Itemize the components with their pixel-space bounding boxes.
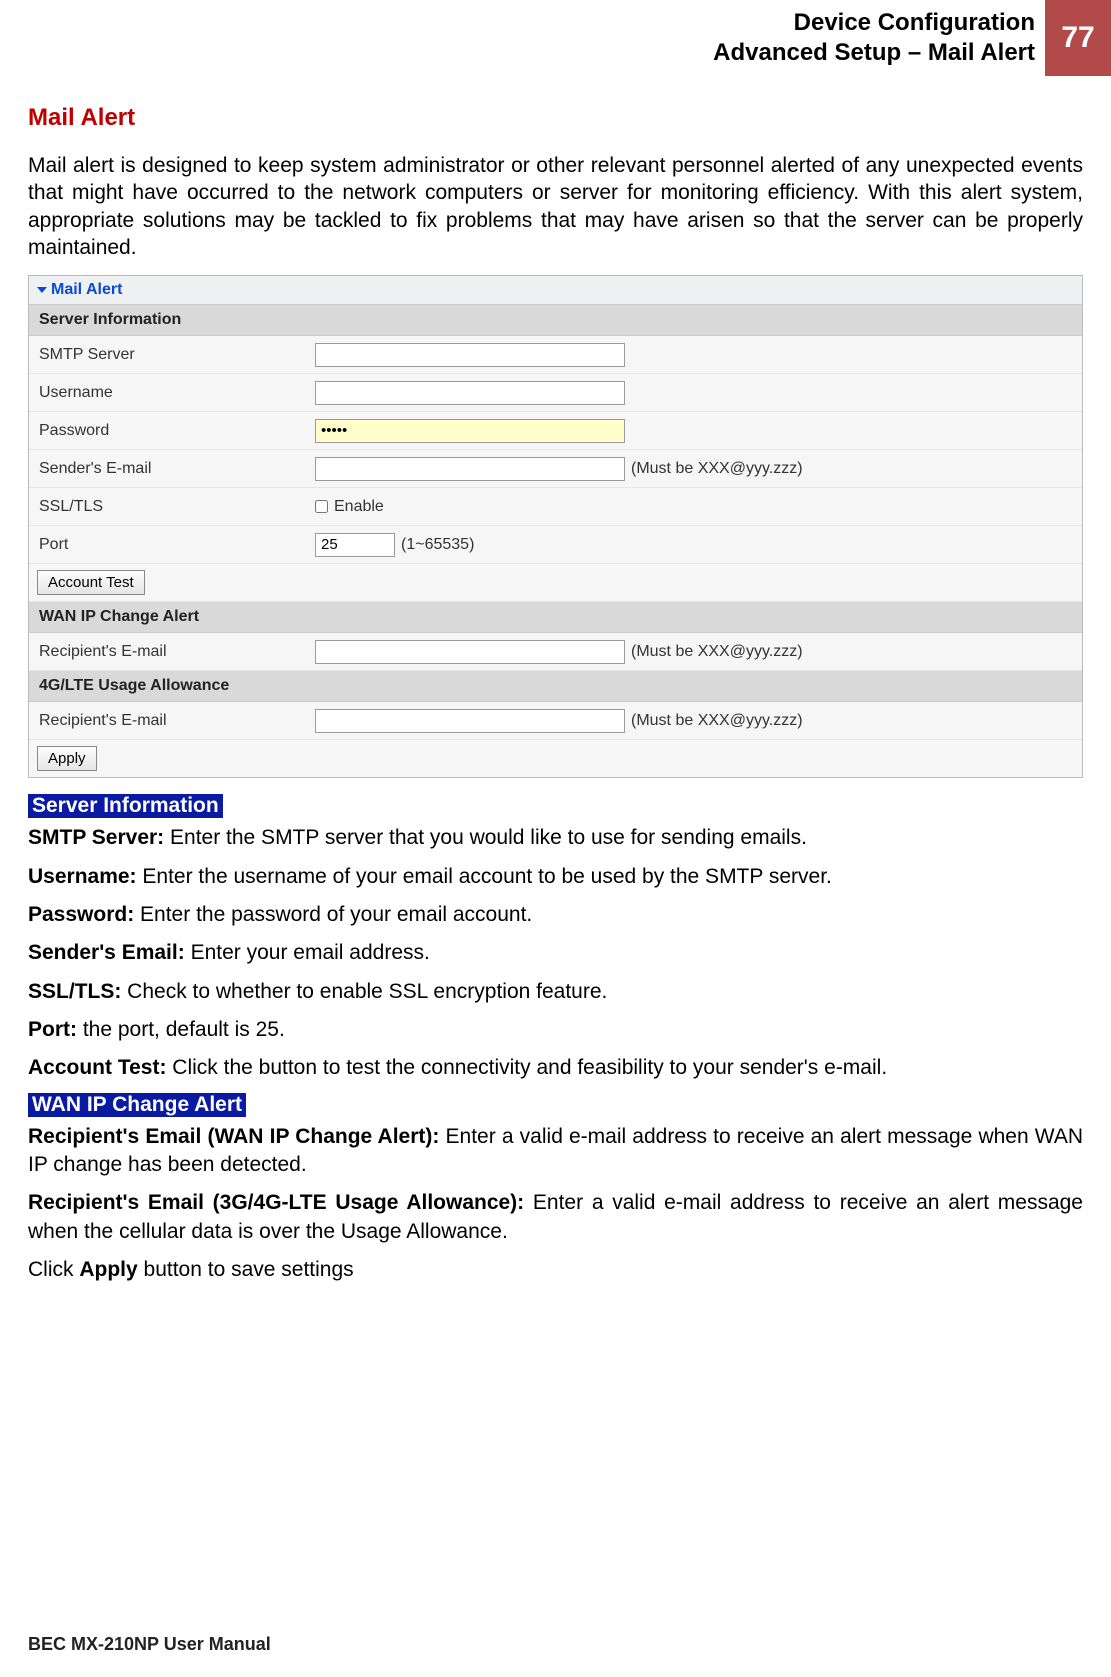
desc-user: Username: Enter the username of your ema… — [28, 863, 1083, 891]
desc-head-wan: WAN IP Change Alert — [28, 1093, 246, 1117]
desc-at-t: Click the button to test the connectivit… — [166, 1056, 887, 1079]
desc-apply-b: Apply — [79, 1258, 137, 1281]
desc-user-b: Username: — [28, 865, 137, 888]
input-password[interactable] — [315, 419, 625, 443]
hint-recip-wan: (Must be XXX@yyy.zzz) — [631, 643, 803, 661]
desc-ssl: SSL/TLS: Check to whether to enable SSL … — [28, 978, 1083, 1006]
row-port: Port (1~65535) — [29, 526, 1082, 564]
label-recip-wan: Recipient's E-mail — [29, 637, 309, 667]
desc-user-t: Enter the username of your email account… — [137, 865, 832, 888]
desc-ssl-b: SSL/TLS: — [28, 980, 121, 1003]
label-ssl-enable: Enable — [334, 498, 384, 516]
label-port: Port — [29, 530, 309, 560]
desc-smtp: SMTP Server: Enter the SMTP server that … — [28, 824, 1083, 852]
hint-recip-usage: (Must be XXX@yyy.zzz) — [631, 712, 803, 730]
desc-apply: Click Apply button to save settings — [28, 1256, 1083, 1284]
input-port[interactable] — [315, 533, 395, 557]
row-smtp: SMTP Server — [29, 336, 1082, 374]
desc-at-b: Account Test: — [28, 1056, 166, 1079]
label-sender: Sender's E-mail — [29, 454, 309, 484]
desc-rw-b: Recipient's Email (WAN IP Change Alert): — [28, 1125, 439, 1148]
desc-sender-b: Sender's Email: — [28, 941, 185, 964]
label-ssl: SSL/TLS — [29, 492, 309, 522]
header-line2: Advanced Setup – Mail Alert — [713, 38, 1035, 68]
desc-recip-usage: Recipient's Email (3G/4G-LTE Usage Allow… — [28, 1189, 1083, 1246]
desc-ssl-t: Check to whether to enable SSL encryptio… — [121, 980, 607, 1003]
desc-recip-wan: Recipient's Email (WAN IP Change Alert):… — [28, 1123, 1083, 1180]
footer-text: BEC MX-210NP User Manual — [28, 1634, 271, 1655]
panel-title-text: Mail Alert — [51, 281, 122, 299]
collapse-icon — [37, 287, 47, 293]
group-usage: 4G/LTE Usage Allowance — [29, 671, 1082, 702]
label-password: Password — [29, 416, 309, 446]
row-apply: Apply — [29, 740, 1082, 777]
mail-alert-panel: Mail Alert Server Information SMTP Serve… — [28, 275, 1083, 778]
row-username: Username — [29, 374, 1082, 412]
desc-apply-a: Click — [28, 1258, 79, 1281]
desc-apply-c: button to save settings — [138, 1258, 354, 1281]
row-sender: Sender's E-mail (Must be XXX@yyy.zzz) — [29, 450, 1082, 488]
header-line1: Device Configuration — [713, 8, 1035, 38]
desc-sender: Sender's Email: Enter your email address… — [28, 939, 1083, 967]
apply-button[interactable]: Apply — [37, 746, 97, 771]
label-recip-usage: Recipient's E-mail — [29, 706, 309, 736]
desc-smtp-t: Enter the SMTP server that you would lik… — [164, 826, 807, 849]
input-recip-wan[interactable] — [315, 640, 625, 664]
group-wan-ip: WAN IP Change Alert — [29, 602, 1082, 633]
desc-pass: Password: Enter the password of your ema… — [28, 901, 1083, 929]
page-number-badge: 77 — [1045, 0, 1111, 76]
intro-paragraph: Mail alert is designed to keep system ad… — [28, 152, 1083, 261]
page-header: Device Configuration Advanced Setup – Ma… — [0, 0, 1111, 76]
row-ssl: SSL/TLS Enable — [29, 488, 1082, 526]
row-recip-usage: Recipient's E-mail (Must be XXX@yyy.zzz) — [29, 702, 1082, 740]
desc-account-test: Account Test: Click the button to test t… — [28, 1054, 1083, 1082]
desc-port: Port: the port, default is 25. — [28, 1016, 1083, 1044]
desc-ru-b: Recipient's Email (3G/4G-LTE Usage Allow… — [28, 1191, 524, 1214]
desc-head-server: Server Information — [28, 794, 223, 818]
desc-sender-t: Enter your email address. — [185, 941, 430, 964]
row-password: Password — [29, 412, 1082, 450]
input-username[interactable] — [315, 381, 625, 405]
desc-port-t: the port, default is 25. — [77, 1018, 285, 1041]
header-titles: Device Configuration Advanced Setup – Ma… — [713, 0, 1045, 76]
label-smtp: SMTP Server — [29, 340, 309, 370]
desc-pass-t: Enter the password of your email account… — [134, 903, 532, 926]
hint-port: (1~65535) — [401, 536, 474, 554]
input-sender[interactable] — [315, 457, 625, 481]
desc-pass-b: Password: — [28, 903, 134, 926]
row-account-test: Account Test — [29, 564, 1082, 602]
panel-title-bar[interactable]: Mail Alert — [29, 276, 1082, 305]
desc-smtp-b: SMTP Server: — [28, 826, 164, 849]
label-username: Username — [29, 378, 309, 408]
account-test-button[interactable]: Account Test — [37, 570, 145, 595]
section-title: Mail Alert — [28, 104, 1083, 132]
group-server-info: Server Information — [29, 305, 1082, 336]
checkbox-ssl[interactable] — [315, 500, 328, 513]
input-smtp[interactable] — [315, 343, 625, 367]
description-block: Server Information SMTP Server: Enter th… — [28, 794, 1083, 1284]
hint-sender: (Must be XXX@yyy.zzz) — [631, 460, 803, 478]
input-recip-usage[interactable] — [315, 709, 625, 733]
desc-port-b: Port: — [28, 1018, 77, 1041]
page-content: Mail Alert Mail alert is designed to kee… — [0, 104, 1111, 1284]
row-recip-wan: Recipient's E-mail (Must be XXX@yyy.zzz) — [29, 633, 1082, 671]
